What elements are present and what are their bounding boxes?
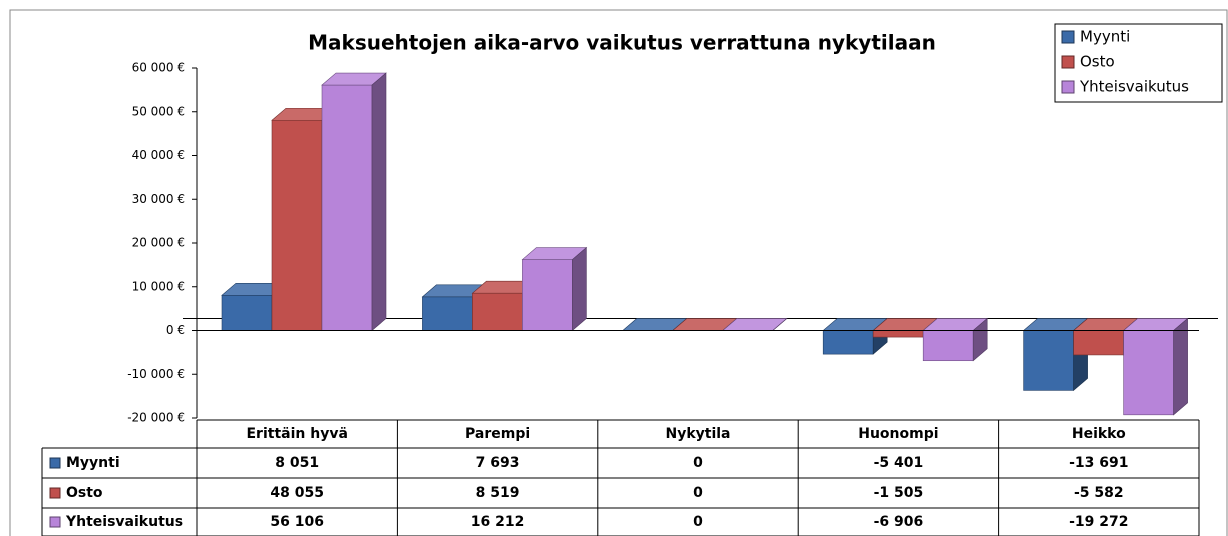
y-tick-label: 40 000 € [132, 148, 185, 162]
table-value: 56 106 [270, 514, 324, 530]
bar-front [321, 84, 373, 331]
legend-swatch [1061, 30, 1075, 44]
chart-title: Maksuehtojen aika-arvo vaikutus verrattu… [308, 31, 936, 55]
y-tick-label: 30 000 € [132, 192, 185, 206]
table-value: 0 [693, 514, 703, 530]
bar-front [1073, 330, 1124, 356]
bar-front [221, 294, 273, 331]
table-value: -1 505 [874, 485, 924, 501]
legend-label: Myynti [1080, 28, 1130, 46]
bar-side [772, 318, 787, 331]
table-row-label: Osto [66, 485, 103, 501]
legend-label: Osto [1080, 53, 1115, 71]
table-value: 0 [693, 455, 703, 471]
bar-side [972, 317, 988, 362]
table-value: -6 906 [874, 514, 924, 530]
table-value: 48 055 [270, 485, 324, 501]
y-tick-label: 10 000 € [132, 279, 185, 293]
y-tick-label: -10 000 € [127, 367, 185, 381]
y-tick-label: 20 000 € [132, 236, 185, 250]
table-header: Nykytila [665, 426, 730, 442]
legend-swatch [1061, 80, 1075, 94]
table-value: -5 401 [874, 455, 924, 471]
table-header: Erittäin hyvä [246, 426, 347, 442]
bar [922, 317, 989, 362]
bar-front [422, 296, 473, 331]
bar-front [1023, 330, 1074, 391]
legend-label: Yhteisvaikutus [1079, 78, 1189, 96]
table-header: Parempi [465, 426, 530, 442]
table-header: Heikko [1072, 426, 1126, 442]
bar [521, 246, 588, 332]
bar-front [472, 292, 523, 331]
table-value: 7 693 [476, 455, 520, 471]
table-value: -5 582 [1074, 485, 1124, 501]
table-header: Huonompi [858, 426, 938, 442]
table-value: 8 051 [275, 455, 319, 471]
table-row-label: Yhteisvaikutus [65, 514, 183, 530]
table-value: 8 519 [476, 485, 520, 501]
table-value: -19 272 [1069, 514, 1128, 530]
bar-front [872, 330, 924, 338]
legend-box [1054, 23, 1223, 103]
bar-front [271, 119, 323, 331]
table-swatch [49, 516, 61, 528]
y-tick-label: 50 000 € [132, 104, 185, 118]
table-value: -13 691 [1069, 455, 1128, 471]
bar [321, 72, 387, 332]
y-tick-label: -20 000 € [127, 411, 185, 425]
y-tick-label: 0 € [166, 323, 185, 337]
table-swatch [49, 457, 61, 469]
table-value: 0 [693, 485, 703, 501]
bar-front [522, 259, 573, 331]
table-swatch [49, 487, 61, 499]
bar-front [822, 330, 874, 355]
legend-swatch [1061, 55, 1075, 69]
bar-front [922, 330, 974, 362]
bar-side [371, 72, 387, 332]
bar [1122, 317, 1189, 416]
table-row-label: Myynti [66, 455, 120, 471]
bar-side [1173, 317, 1188, 416]
table-value: 16 212 [471, 514, 525, 530]
y-tick-label: 60 000 € [132, 61, 185, 75]
bar-side [572, 246, 587, 332]
bar-front [1123, 330, 1174, 416]
chart-border [9, 9, 1228, 536]
